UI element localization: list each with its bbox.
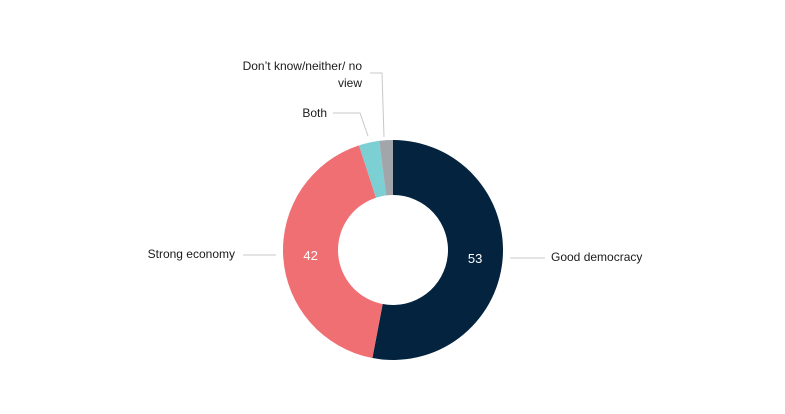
donut-slice	[282, 145, 383, 359]
category-label: Good democracy	[551, 250, 643, 264]
leader-line	[370, 72, 385, 138]
value-label: 53	[468, 251, 482, 266]
value-label: 42	[303, 248, 317, 263]
category-label: Strong economy	[147, 247, 235, 261]
donut-slice	[372, 140, 503, 360]
category-label: Don’t know/neither/ no view	[242, 59, 362, 90]
leader-line	[333, 112, 369, 137]
donut-slice	[359, 140, 387, 198]
category-label: Both	[302, 106, 327, 120]
donut-slice	[379, 140, 393, 196]
